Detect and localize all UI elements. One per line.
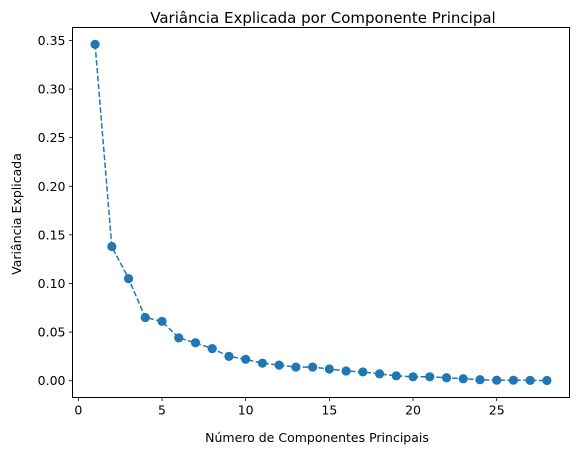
chart-title: Variância Explicada por Componente Princ…	[150, 9, 495, 27]
y-tick-label: 0.30	[38, 82, 66, 97]
x-tick-label: 10	[238, 403, 254, 418]
data-point	[441, 373, 452, 383]
data-point	[492, 375, 502, 385]
x-tick-label: 20	[405, 403, 421, 418]
data-point	[90, 39, 100, 49]
data-point	[274, 360, 284, 370]
x-tick-label: 15	[321, 403, 337, 418]
y-tick-label: 0.35	[38, 33, 66, 48]
x-tick-label: 25	[489, 403, 505, 418]
data-point	[374, 369, 385, 379]
data-point	[241, 354, 251, 364]
data-point	[324, 364, 334, 374]
data-point	[157, 316, 167, 326]
data-point	[107, 241, 117, 252]
data-point	[308, 362, 318, 372]
data-point	[525, 375, 535, 385]
y-tick-label: 0.10	[38, 276, 66, 291]
series-line	[94, 44, 547, 382]
data-point	[257, 358, 268, 368]
x-axis-title: Número de Componentes Principais	[205, 430, 429, 445]
x-tick-label: 0	[74, 403, 82, 418]
data-point	[542, 375, 552, 386]
y-axis: 0.00 0.05 0.10 0.15 0.20 0.25 0.30 0.35	[38, 33, 73, 388]
y-tick-label: 0.15	[38, 227, 66, 242]
data-point	[508, 375, 519, 385]
y-tick-label: 0.25	[38, 130, 66, 145]
data-point	[408, 372, 418, 382]
series-layer	[90, 39, 552, 386]
data-point	[123, 274, 134, 284]
data-point	[425, 372, 435, 382]
data-point	[391, 371, 401, 381]
data-point	[341, 366, 351, 376]
data-point	[190, 338, 201, 348]
data-point	[224, 351, 234, 361]
x-axis: 0 5 10 15 20 25	[74, 397, 505, 418]
data-point	[475, 375, 485, 385]
data-point	[358, 367, 368, 377]
data-point	[174, 333, 184, 343]
data-point	[140, 312, 150, 323]
y-axis-title: Variância Explicada	[9, 153, 24, 275]
y-tick-label: 0.20	[38, 179, 66, 194]
y-tick-label: 0.05	[38, 325, 66, 340]
plot-frame	[72, 27, 570, 398]
data-point	[458, 374, 468, 384]
data-point	[207, 344, 217, 354]
data-point	[291, 362, 301, 372]
y-tick-label: 0.00	[38, 373, 66, 388]
x-tick-label: 5	[158, 403, 166, 418]
